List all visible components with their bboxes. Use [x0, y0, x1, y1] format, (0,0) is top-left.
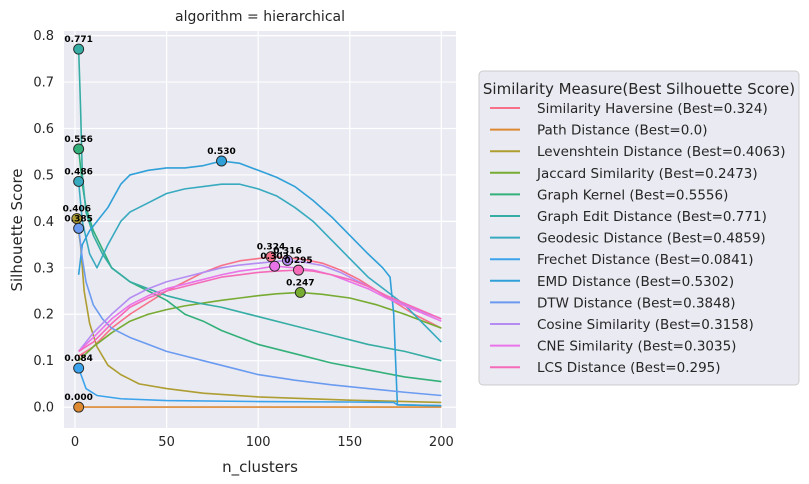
y-tick-label: 0.3 — [33, 261, 54, 276]
best-point-label: 0.247 — [286, 278, 314, 288]
y-tick-label: 0.4 — [33, 215, 54, 230]
best-point-label: 0.385 — [64, 214, 92, 224]
legend-entry: Graph Edit Distance (Best=0.771) — [537, 209, 767, 225]
legend-box — [478, 70, 800, 386]
series-line — [78, 291, 442, 362]
best-point-label: 0.316 — [273, 246, 301, 256]
best-point-marker — [269, 260, 281, 272]
x-tick-label: 200 — [429, 435, 454, 450]
y-tick-label: 0.2 — [33, 308, 54, 323]
series-line — [78, 269, 442, 353]
series-line — [77, 228, 442, 397]
best-markers: 0.324 0.000 0.406 0.247 0.556 0.771 0.486 0.084… — [63, 35, 315, 413]
legend-entry: LCS Distance (Best=0.295) — [537, 360, 721, 376]
best-point-label: 0.530 — [207, 147, 235, 157]
best-point-label: 0.406 — [63, 205, 91, 215]
best-point-marker — [294, 286, 306, 298]
x-tick-label: 150 — [337, 435, 362, 450]
y-tick-label: 0.7 — [33, 76, 54, 91]
legend-entry: Path Distance (Best=0.0) — [537, 123, 707, 139]
series-line — [77, 49, 442, 362]
legend-entry: Cosine Similarity (Best=0.3158) — [537, 317, 754, 333]
legend-entry: DTW Distance (Best=0.3848) — [537, 295, 736, 311]
y-tick-label: 0.5 — [33, 168, 54, 183]
legend-entry: Jaccard Similarity (Best=0.2473) — [536, 166, 758, 182]
legend: Similarity Measure(Best Silhouette Score… — [478, 70, 800, 386]
best-point-marker — [73, 222, 85, 234]
series-line — [78, 265, 442, 352]
plot-title: algorithm = hierarchical — [175, 9, 345, 25]
legend-entry: EMD Distance (Best=0.5302) — [537, 274, 734, 290]
series-line — [77, 367, 442, 407]
best-point-label: 0.000 — [64, 393, 92, 403]
legend-entry: Geodesic Distance (Best=0.4859) — [537, 231, 766, 247]
best-point-marker — [293, 264, 304, 276]
y-tick-label: 0.1 — [33, 354, 54, 369]
best-point-label: 0.084 — [64, 354, 92, 364]
series-line — [77, 160, 442, 407]
y-tick-label: 0.8 — [33, 29, 54, 44]
best-point-marker — [73, 401, 85, 413]
y-tick-label: 0.6 — [33, 122, 54, 137]
legend-entry: Frechet Distance (Best=0.0841) — [537, 252, 754, 268]
x-axis-ticks: 0 50 100 150 200 — [71, 435, 454, 450]
series-line — [77, 148, 442, 383]
x-tick-label: 100 — [246, 435, 271, 450]
legend-entry: Similarity Haversine (Best=0.324) — [537, 101, 768, 117]
best-point-label: 0.303 — [260, 252, 288, 262]
y-tick-label: 0.0 — [33, 401, 54, 416]
x-tick-label: 0 — [71, 435, 79, 450]
series-lines — [76, 49, 442, 408]
best-point-marker — [216, 155, 227, 167]
legend-title: Similarity Measure(Best Silhouette Score… — [483, 80, 795, 98]
best-point-marker — [73, 43, 85, 55]
best-point-label: 0.295 — [284, 256, 312, 266]
y-axis-ticks: 0.0 0.1 0.2 0.3 0.4 0.5 0.6 0.7 0.8 — [33, 29, 54, 415]
legend-entry: CNE Similarity (Best=0.3035) — [537, 339, 736, 355]
best-point-marker — [265, 251, 277, 263]
y-axis-label: Silhouette Score — [8, 168, 26, 291]
best-point-marker — [282, 254, 293, 266]
x-tick-label: 50 — [158, 435, 175, 450]
best-point-marker — [73, 143, 85, 155]
series-line — [77, 181, 442, 343]
best-point-label: 0.771 — [64, 35, 92, 45]
best-point-label: 0.486 — [64, 167, 92, 177]
best-point-marker — [73, 362, 85, 374]
legend-items: Similarity Haversine (Best=0.324) Path Di… — [490, 101, 786, 376]
plot-background — [64, 31, 456, 428]
series-line — [76, 218, 442, 404]
best-point-marker — [73, 175, 85, 187]
legend-entry: Levenshtein Distance (Best=0.4063) — [537, 144, 786, 160]
x-axis-label: n_clusters — [222, 458, 298, 477]
legend-entry: Graph Kernel (Best=0.5556) — [537, 187, 728, 203]
best-point-label: 0.324 — [257, 243, 285, 253]
best-point-label: 0.556 — [64, 135, 92, 145]
